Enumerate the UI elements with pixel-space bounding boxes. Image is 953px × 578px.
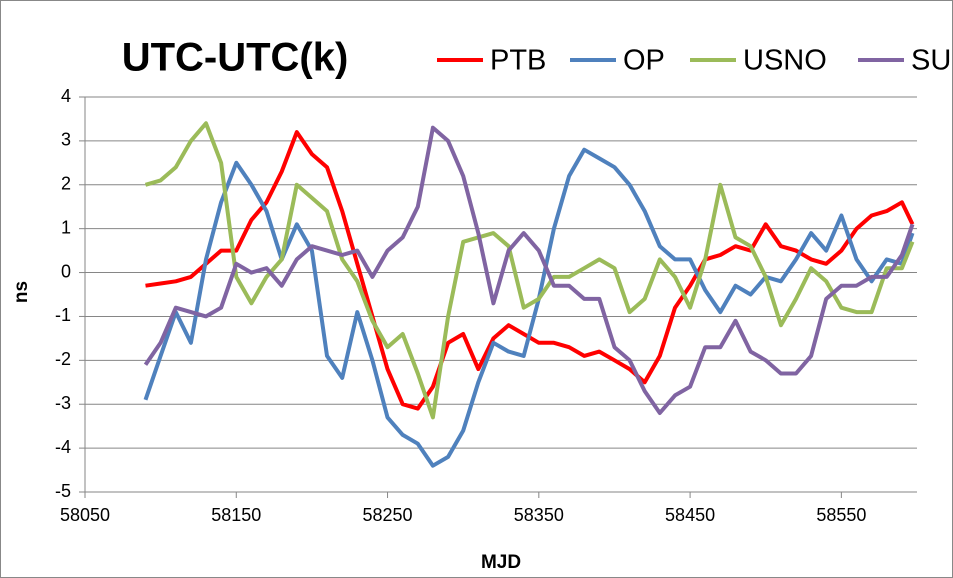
series-line	[145, 130, 915, 411]
legend-label: SU	[911, 45, 951, 77]
x-tick-label: 58450	[665, 505, 715, 525]
chart-title: UTC-UTC(k)	[122, 36, 349, 80]
y-tick-label: 1	[61, 217, 71, 237]
legend-label: OP	[623, 45, 665, 77]
x-axis-label: MJD	[481, 552, 521, 573]
x-tick-label: 58150	[211, 505, 261, 525]
x-tick-label: 58350	[514, 505, 564, 525]
y-tick-label: -2	[55, 349, 71, 369]
legend-label: PTB	[490, 45, 546, 77]
series-line	[144, 121, 915, 420]
x-tick-label: 58550	[816, 505, 866, 525]
legend-label: USNO	[743, 45, 827, 77]
y-tick-label: -4	[55, 437, 71, 457]
series-line	[143, 147, 915, 468]
y-tick-label: -5	[55, 481, 71, 501]
y-axis-label: ns	[11, 281, 32, 303]
x-tick-label: 58250	[363, 505, 413, 525]
y-tick-label: -3	[55, 393, 71, 413]
y-tick-label: 3	[61, 130, 71, 150]
y-tick-label: 0	[61, 261, 71, 281]
x-tick-label: 58050	[60, 505, 110, 525]
y-tick-label: -1	[55, 305, 71, 325]
y-tick-label: 2	[61, 174, 71, 194]
series-line	[143, 125, 915, 415]
y-tick-label: 4	[61, 86, 71, 106]
